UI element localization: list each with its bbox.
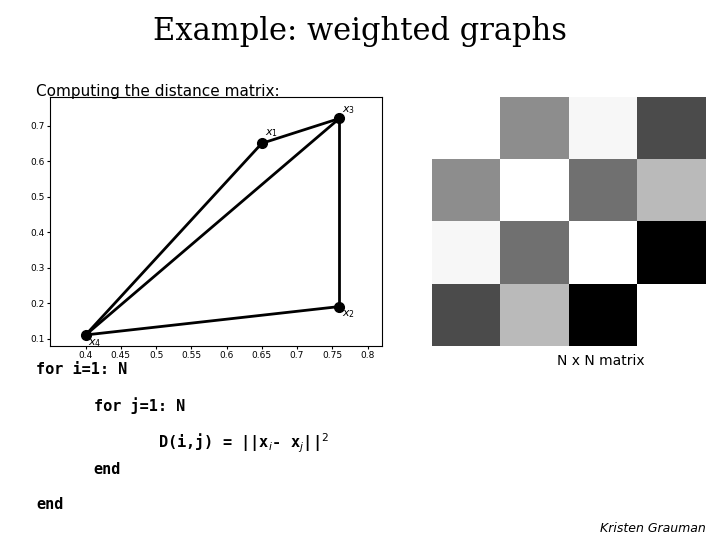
Text: $x_3$: $x_3$	[342, 104, 355, 116]
Text: Kristen Grauman: Kristen Grauman	[600, 522, 706, 535]
Text: $x_2$: $x_2$	[342, 308, 355, 320]
Text: for i=1: N: for i=1: N	[36, 362, 127, 377]
Text: D(i,j) = ||x$_i$- x$_j$||$^2$: D(i,j) = ||x$_i$- x$_j$||$^2$	[158, 432, 330, 455]
Text: for j=1: N: for j=1: N	[94, 397, 185, 414]
Text: end: end	[36, 497, 63, 512]
Text: end: end	[94, 462, 121, 477]
Text: $x_1$: $x_1$	[265, 127, 278, 139]
Text: N x N matrix: N x N matrix	[557, 354, 645, 368]
Text: Example: weighted graphs: Example: weighted graphs	[153, 16, 567, 47]
Text: $x_4$: $x_4$	[89, 337, 102, 348]
Text: Computing the distance matrix:: Computing the distance matrix:	[36, 84, 279, 99]
